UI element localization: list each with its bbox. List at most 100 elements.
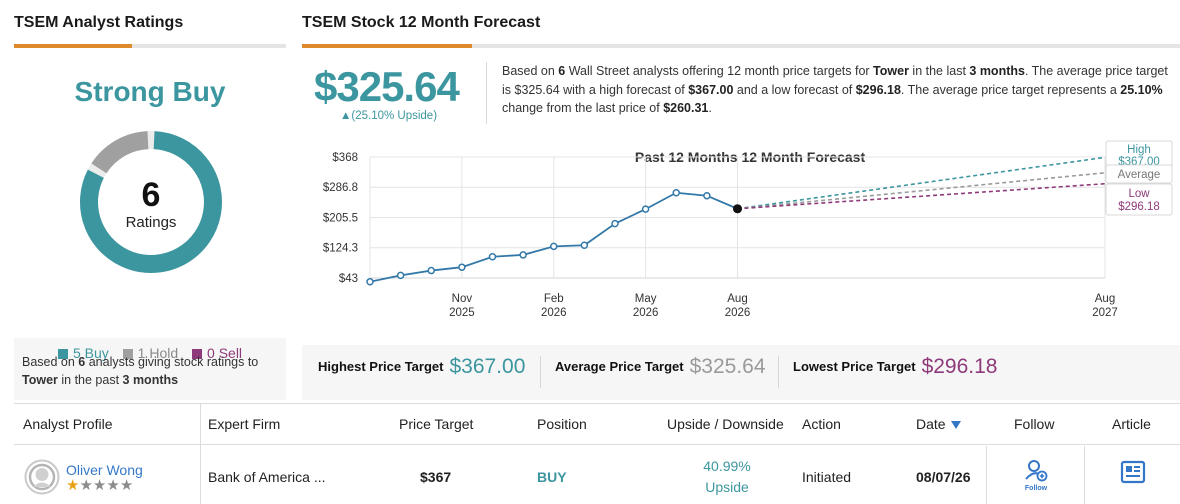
- col-upside-downside[interactable]: Upside / Downside: [667, 416, 784, 432]
- col-price-target[interactable]: Price Target: [399, 416, 474, 432]
- analyst-ratings-title: TSEM Analyst Ratings: [14, 14, 184, 31]
- forecast-title-rule: [302, 44, 1180, 48]
- x-tick-label: 2026: [725, 307, 751, 319]
- highest-target: Highest Price Target $367.00: [318, 355, 526, 378]
- follow-user-plus-icon: [1025, 460, 1048, 482]
- ratings-count: 6: [141, 176, 161, 214]
- ratings-based-on-text: Based on 6 analysts giving stock ratings…: [22, 355, 259, 387]
- price-point: [396, 271, 405, 280]
- ratings-label: Ratings: [125, 214, 177, 231]
- price-point: [427, 266, 435, 275]
- forecast-low-label: Low: [1128, 188, 1150, 200]
- legend-hold: 1 Hold: [122, 345, 178, 361]
- y-tick-label: $43: [339, 273, 358, 285]
- price-point: [519, 251, 527, 259]
- x-tick-label: Nov: [452, 293, 473, 305]
- y-tick-label: $368: [332, 152, 358, 164]
- average-price-target: $325.64: [314, 63, 460, 110]
- x-tick-label: Aug: [1095, 293, 1115, 305]
- lowest-target: Lowest Price Target $296.18: [793, 355, 998, 378]
- star-icon: ★: [119, 477, 134, 494]
- price-point: [488, 253, 497, 261]
- row-price-target: $367: [420, 469, 452, 485]
- col-follow: Follow: [1014, 416, 1055, 432]
- price-point: [611, 219, 619, 228]
- price-summary-divider: [486, 62, 487, 124]
- donut-center: 6 Ratings: [79, 130, 223, 274]
- col-article: Article: [1112, 416, 1151, 432]
- x-tick-label: Aug: [727, 293, 747, 305]
- legend-sell: 0 Sell: [192, 345, 242, 361]
- buy-color-swatch: [57, 349, 68, 359]
- row-date: 08/07/26: [916, 469, 971, 485]
- x-tick-label: 2026: [541, 307, 567, 319]
- star-icon: ★: [92, 477, 107, 494]
- star-icon: ★: [79, 477, 93, 494]
- ratings-donut-chart: [80, 131, 222, 273]
- y-tick-label: $124.3: [323, 243, 358, 255]
- col-analyst-profile[interactable]: Analyst Profile: [23, 416, 113, 432]
- col-position[interactable]: Position: [537, 416, 587, 432]
- star-icon: ★: [106, 477, 120, 494]
- follow-label: Follow: [1024, 485, 1048, 492]
- legend-buy: 5 Buy: [57, 345, 109, 361]
- average-target-value: $325.64: [689, 355, 766, 378]
- col-expert-firm[interactable]: Expert Firm: [208, 416, 281, 432]
- ratings-donut: 6 Ratings: [79, 130, 223, 274]
- forecast-card: [302, 48, 1180, 345]
- forecast-summary-text: Based on 6 Wall Street analysts offering…: [502, 64, 1168, 115]
- y-tick-label: $205.5: [323, 213, 358, 225]
- price-point: [550, 242, 558, 251]
- forecast-average-box: [1105, 164, 1173, 184]
- article-icon[interactable]: [1120, 460, 1146, 484]
- sort-descending-icon: [950, 421, 961, 429]
- ratings-card: Strong Buy 5 Buy 1 Hold 0 Sell: [14, 48, 286, 361]
- highest-target-value: $367.00: [449, 355, 526, 378]
- donut-segment-buy: [80, 131, 222, 273]
- forecast-line-high: [737, 156, 1106, 210]
- x-tick-label: May: [635, 293, 657, 305]
- analyst-ratings-panel: Strong Buy 5 Buy 1 Hold 0 Sell: [14, 48, 286, 400]
- analyst-name-link[interactable]: Oliver Wong: [66, 462, 143, 478]
- forecast-line-average: [737, 171, 1106, 210]
- table-col-separator: [1084, 446, 1085, 504]
- x-tick-label: 2027: [1092, 307, 1118, 319]
- price-point: [641, 205, 650, 213]
- avatar[interactable]: [24, 459, 60, 495]
- consensus-rating: Strong Buy: [74, 76, 226, 107]
- row-upside-word: Upside: [705, 479, 749, 495]
- analyst-ratings-title-rule: [14, 44, 286, 48]
- analyst-star-rating: ★★★★★: [66, 478, 133, 494]
- x-tick-label: 2026: [633, 307, 659, 319]
- row-upside-pct: 40.99%: [703, 458, 751, 474]
- forecast-title: TSEM Stock 12 Month Forecast: [302, 14, 541, 31]
- price-point: [580, 241, 589, 249]
- targets-divider-2: [778, 356, 779, 388]
- analyst-table-header: Analyst Profile Expert Firm Price Target…: [14, 403, 1180, 445]
- price-point: [366, 277, 374, 286]
- x-tick-label: 2025: [449, 307, 475, 319]
- forecast-high-label: High: [1127, 144, 1151, 156]
- row-action: Initiated: [802, 469, 852, 485]
- hold-color-swatch: [122, 349, 133, 359]
- expert-firm[interactable]: Bank of America ...: [208, 469, 326, 485]
- price-point: [703, 191, 711, 200]
- forecast-low-box: [1105, 183, 1173, 216]
- table-col-separator: [986, 446, 987, 504]
- y-tick-label: $286.8: [323, 182, 358, 194]
- ratings-legend: 5 Buy 1 Hold 0 Sell: [14, 345, 286, 361]
- forecast-panel: [302, 48, 1180, 400]
- lowest-target-value: $296.18: [921, 355, 998, 378]
- col-action[interactable]: Action: [802, 416, 841, 432]
- price-point: [458, 263, 466, 271]
- table-col-separator: [200, 403, 201, 504]
- x-tick-label: Feb: [544, 293, 564, 305]
- follow-analyst-button[interactable]: Follow: [1016, 458, 1056, 496]
- average-target: Average Price Target $325.64: [555, 355, 766, 378]
- row-position: BUY: [537, 469, 567, 485]
- donut-segment-hold: [91, 131, 149, 174]
- targets-divider-1: [540, 356, 541, 388]
- price-point: [672, 188, 680, 197]
- col-date[interactable]: Date: [916, 416, 961, 432]
